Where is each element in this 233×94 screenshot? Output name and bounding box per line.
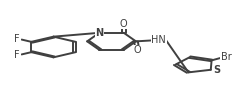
Text: O: O [120,19,127,29]
Text: HN: HN [151,35,166,45]
Text: F: F [14,50,20,60]
Text: S: S [213,65,220,75]
Text: O: O [134,45,141,55]
Text: N: N [95,28,103,38]
Text: F: F [14,34,20,44]
Text: Br: Br [221,52,232,62]
